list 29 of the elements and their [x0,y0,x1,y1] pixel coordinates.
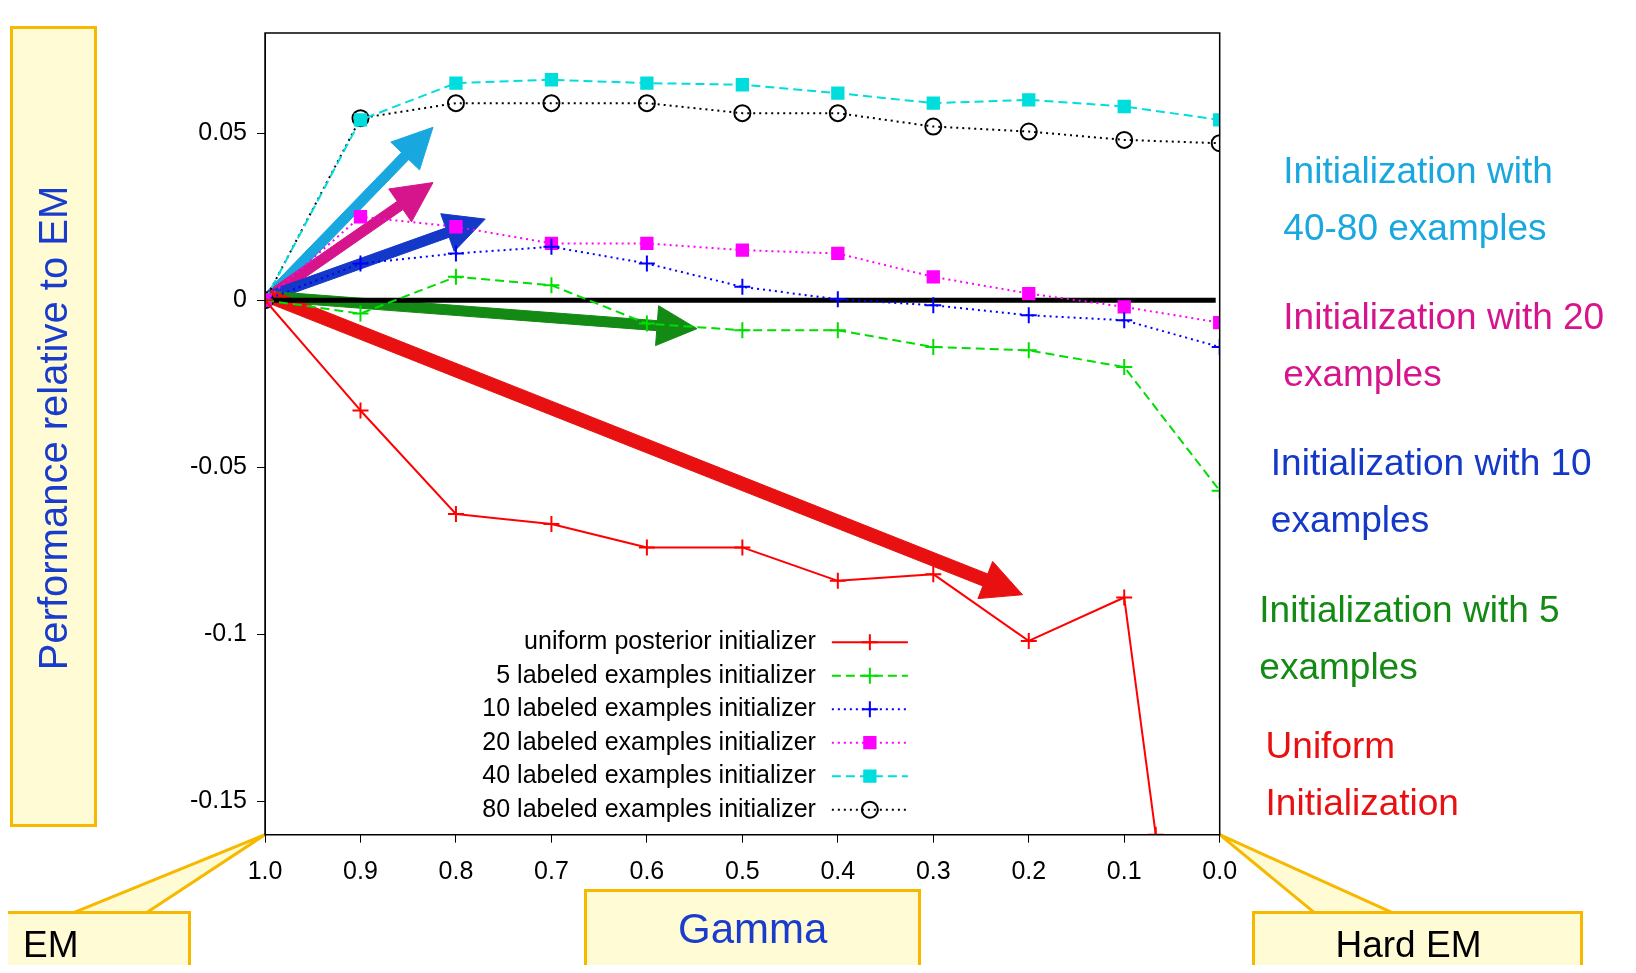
x-tick-label: 0.2 [1011,855,1047,884]
y-tick-label: -0.15 [190,785,248,814]
x-tick-label: 0.3 [915,855,951,884]
x-tick-label: 0.4 [820,855,856,884]
x-tick-label: 0.9 [343,855,378,884]
y-tick-label: -0.05 [190,451,248,480]
text: Initialization with 10 examples [1270,441,1593,543]
y-tick-label: 0 [233,284,248,313]
y-tick-label: -0.1 [203,618,248,647]
legend-label: 20 labeled examples initializer [482,726,816,755]
text: Initialization with 20 examples [1283,294,1606,396]
legend-label: 10 labeled examples initializer [482,693,816,722]
x-tick-label: 0.5 [724,855,760,884]
x-tick-label: 0.6 [629,855,665,884]
x-tick-label: 0.7 [534,855,569,884]
y-axis-title: Performance relative to EM [30,184,77,673]
x-tick-label: 0.1 [1106,855,1142,884]
y-tick-label: 0.05 [198,117,248,146]
legend-label: 80 labeled examples initializer [482,793,816,822]
x-axis-title: Gamma [677,903,829,954]
text: Uniform Initialization [1265,723,1460,825]
x-tick-label: 0.0 [1202,855,1238,884]
legend-label: uniform posterior initializer [524,626,816,655]
text: Initialization with 5 examples [1259,588,1561,690]
legend-label: 40 labeled examples initializer [482,760,816,789]
x-tick-label: 1.0 [247,855,283,884]
legend-label: 5 labeled examples initializer [496,659,816,688]
x-tick-label: 0.8 [438,855,474,884]
text: Initialization with 40-80 examples [1283,148,1554,250]
